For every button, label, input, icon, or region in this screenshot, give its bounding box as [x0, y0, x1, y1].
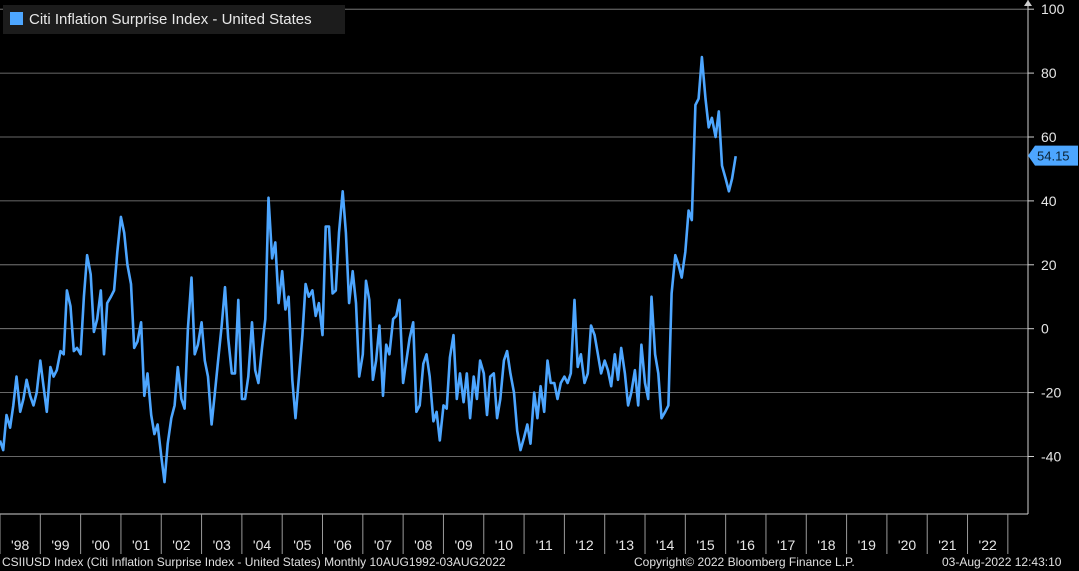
y-tick-label: -40 — [1041, 448, 1061, 464]
y-tick-label: 80 — [1041, 65, 1057, 81]
x-tick-label: '00 — [92, 537, 110, 553]
x-tick-label: '18 — [817, 537, 835, 553]
x-tick-label: '22 — [979, 537, 997, 553]
legend-entry: Citi Inflation Surprise Index - United S… — [29, 11, 312, 28]
y-tick-label: -20 — [1041, 385, 1061, 401]
x-tick-label: '03 — [213, 537, 231, 553]
x-tick-label: '98 — [11, 537, 29, 553]
last-value-tag — [1028, 145, 1078, 166]
y-tick-label: 60 — [1041, 129, 1057, 145]
footer-timestamp: 03-Aug-2022 12:43:10 — [942, 555, 1062, 569]
y-tick-label: 40 — [1041, 193, 1057, 209]
grid-lines — [0, 8, 1028, 457]
x-tick-label: '01 — [132, 537, 150, 553]
footer-copyright: Copyright© 2022 Bloomberg Finance L.P. — [634, 555, 855, 569]
x-tick-label: '21 — [938, 537, 956, 553]
x-axis: '98 '99 '00 '01 '02 '03 '04 '05 '06 '07 '08 '09 '10 '… — [0, 513, 1028, 554]
x-tick-label: '13 — [616, 537, 634, 553]
x-tick-label: '06 — [334, 537, 352, 553]
x-tick-label: '20 — [898, 537, 916, 553]
y-axis: 100 80 60 40 20 0 -20 -40 — [1024, 0, 1065, 514]
x-tick-label: '17 — [777, 537, 795, 553]
x-tick-label: '04 — [253, 537, 271, 553]
x-tick-label: '19 — [858, 537, 876, 553]
last-value-marker: 54.15 — [1028, 145, 1078, 166]
legend-swatch — [10, 12, 23, 25]
footer-security-info: CSIIUSD Index (Citi Inflation Surprise I… — [2, 555, 506, 569]
x-tick-label: '11 — [536, 537, 553, 553]
series-line — [0, 55, 737, 484]
plot-area — [0, 55, 737, 484]
x-tick-label: '16 — [737, 537, 755, 553]
x-tick-label: '09 — [454, 537, 472, 553]
y-tick-label: 0 — [1041, 321, 1049, 337]
x-tick-label: '05 — [293, 537, 311, 553]
x-tick-label: '08 — [414, 537, 432, 553]
x-tick-label: '07 — [374, 537, 392, 553]
x-tick-label: '02 — [172, 537, 190, 553]
x-tick-label: '10 — [495, 537, 513, 553]
y-tick-label: 100 — [1041, 1, 1065, 17]
y-axis-arrow — [1024, 0, 1032, 6]
legend: Citi Inflation Surprise Index - United S… — [3, 5, 345, 34]
x-tick-label: '14 — [656, 537, 674, 553]
legend-box — [3, 5, 345, 34]
x-tick-label: '12 — [575, 537, 593, 553]
y-tick-label: 20 — [1041, 257, 1057, 273]
x-tick-label: '99 — [51, 537, 69, 553]
line-chart: 100 80 60 40 20 0 -20 -40 '98 '99 '00 '01 '02 '03 '04… — [0, 0, 1078, 554]
last-value-text: 54.15 — [1037, 149, 1070, 164]
x-tick-label: '15 — [696, 537, 714, 553]
